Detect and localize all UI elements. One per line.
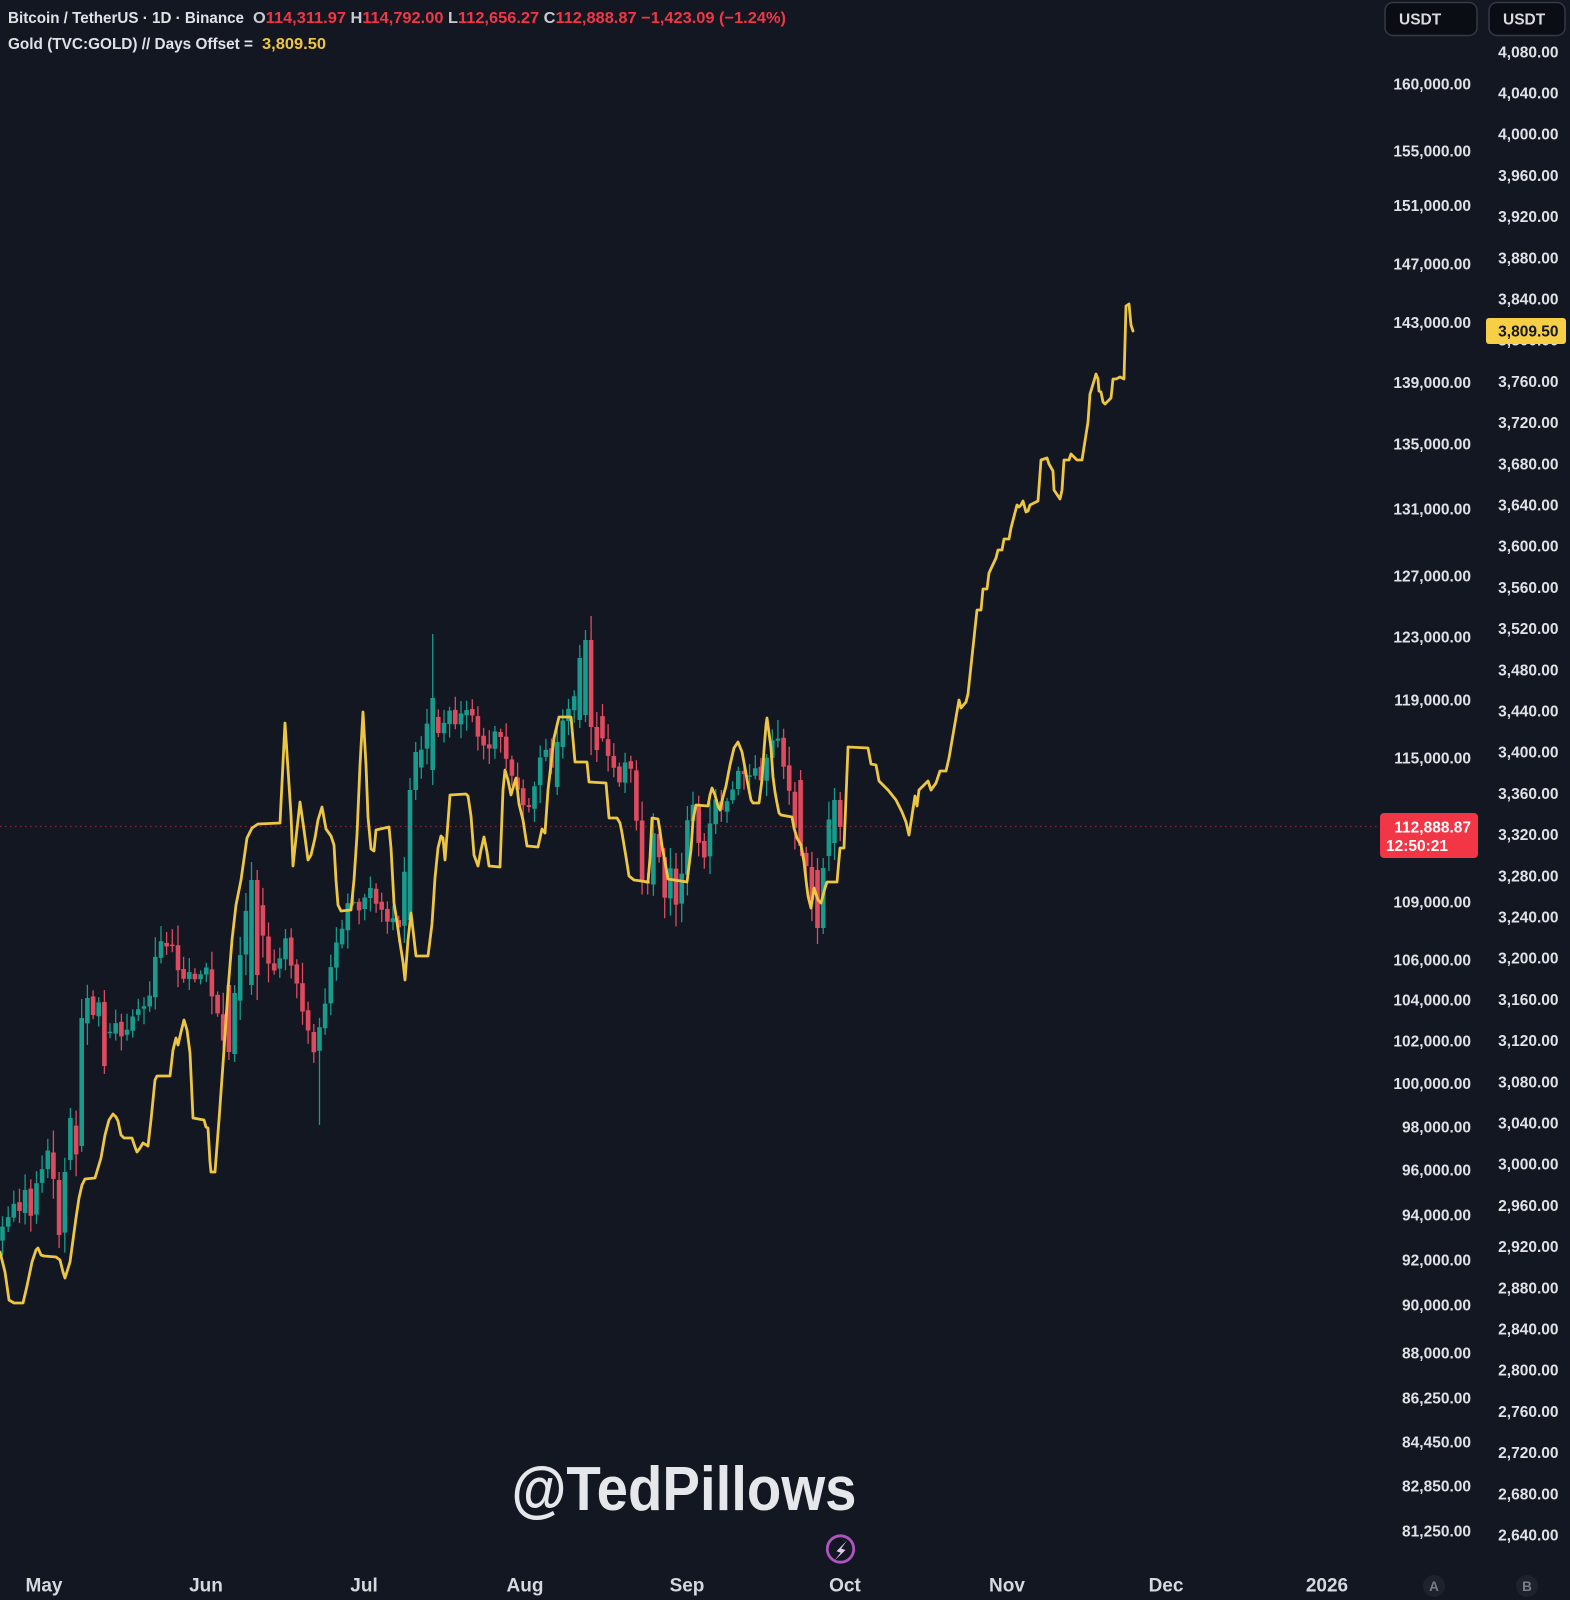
svg-text:Gold (TVC:GOLD) // Days Offset: Gold (TVC:GOLD) // Days Offset = (8, 36, 253, 53)
svg-text:3,720.00: 3,720.00 (1498, 415, 1558, 432)
svg-text:4,000.00: 4,000.00 (1498, 127, 1558, 144)
svg-text:3,080.00: 3,080.00 (1498, 1074, 1558, 1091)
svg-text:@TedPillows: @TedPillows (512, 1455, 857, 1524)
svg-text:3,809.50: 3,809.50 (1498, 324, 1558, 341)
svg-text:3,840.00: 3,840.00 (1498, 292, 1558, 309)
svg-text:123,000.00: 123,000.00 (1393, 630, 1471, 647)
svg-text:104,000.00: 104,000.00 (1393, 993, 1471, 1010)
svg-text:3,960.00: 3,960.00 (1498, 168, 1558, 185)
svg-text:3,000.00: 3,000.00 (1498, 1157, 1558, 1174)
svg-text:3,160.00: 3,160.00 (1498, 992, 1558, 1009)
svg-text:147,000.00: 147,000.00 (1393, 257, 1471, 274)
svg-text:135,000.00: 135,000.00 (1393, 437, 1471, 454)
svg-text:2,920.00: 2,920.00 (1498, 1239, 1558, 1256)
svg-text:2,880.00: 2,880.00 (1498, 1280, 1558, 1297)
svg-text:127,000.00: 127,000.00 (1393, 569, 1471, 586)
svg-text:3,440.00: 3,440.00 (1498, 704, 1558, 721)
svg-text:3,600.00: 3,600.00 (1498, 539, 1558, 556)
svg-text:A: A (1429, 1579, 1439, 1594)
svg-text:Nov: Nov (989, 1576, 1025, 1597)
svg-text:151,000.00: 151,000.00 (1393, 198, 1471, 215)
svg-text:3,200.00: 3,200.00 (1498, 951, 1558, 968)
svg-text:3,920.00: 3,920.00 (1498, 209, 1558, 226)
svg-text:139,000.00: 139,000.00 (1393, 375, 1471, 392)
svg-text:98,000.00: 98,000.00 (1402, 1120, 1471, 1137)
svg-text:2026: 2026 (1306, 1576, 1348, 1597)
svg-text:90,000.00: 90,000.00 (1402, 1298, 1471, 1315)
svg-text:3,560.00: 3,560.00 (1498, 580, 1558, 597)
svg-text:102,000.00: 102,000.00 (1393, 1034, 1471, 1051)
svg-text:115,000.00: 115,000.00 (1394, 751, 1471, 768)
svg-text:3,400.00: 3,400.00 (1498, 745, 1558, 762)
svg-text:2,640.00: 2,640.00 (1498, 1528, 1558, 1545)
svg-text:Oct: Oct (829, 1576, 861, 1597)
svg-text:131,000.00: 131,000.00 (1393, 502, 1471, 519)
svg-text:3,040.00: 3,040.00 (1498, 1116, 1558, 1133)
svg-text:119,000.00: 119,000.00 (1394, 693, 1471, 710)
svg-text:84,450.00: 84,450.00 (1402, 1435, 1471, 1452)
svg-text:160,000.00: 160,000.00 (1393, 77, 1471, 94)
svg-text:143,000.00: 143,000.00 (1393, 315, 1471, 332)
svg-text:94,000.00: 94,000.00 (1402, 1208, 1471, 1225)
svg-text:4,080.00: 4,080.00 (1498, 44, 1558, 61)
svg-text:Sep: Sep (670, 1576, 705, 1597)
svg-text:2,680.00: 2,680.00 (1498, 1486, 1558, 1503)
svg-text:155,000.00: 155,000.00 (1393, 144, 1471, 161)
svg-text:81,250.00: 81,250.00 (1402, 1524, 1471, 1541)
svg-text:106,000.00: 106,000.00 (1393, 953, 1471, 970)
svg-text:2,760.00: 2,760.00 (1498, 1404, 1558, 1421)
svg-text:12:50:21: 12:50:21 (1386, 838, 1448, 855)
svg-text:4,040.00: 4,040.00 (1498, 86, 1558, 103)
svg-text:3,809.50: 3,809.50 (262, 36, 326, 53)
svg-text:May: May (26, 1576, 63, 1597)
svg-text:3,520.00: 3,520.00 (1498, 621, 1558, 638)
svg-text:3,640.00: 3,640.00 (1498, 498, 1558, 515)
svg-text:100,000.00: 100,000.00 (1393, 1076, 1471, 1093)
svg-text:O114,311.97 H114,792.00 L112,6: O114,311.97 H114,792.00 L112,656.27 C112… (253, 10, 786, 27)
svg-text:3,360.00: 3,360.00 (1498, 786, 1558, 803)
svg-text:3,880.00: 3,880.00 (1498, 250, 1558, 267)
svg-text:3,240.00: 3,240.00 (1498, 910, 1558, 927)
svg-text:109,000.00: 109,000.00 (1393, 895, 1471, 912)
svg-text:USDT: USDT (1399, 12, 1442, 29)
svg-text:Dec: Dec (1149, 1576, 1184, 1597)
svg-text:3,280.00: 3,280.00 (1498, 868, 1558, 885)
svg-text:92,000.00: 92,000.00 (1402, 1253, 1471, 1270)
svg-text:3,320.00: 3,320.00 (1498, 827, 1558, 844)
svg-text:3,680.00: 3,680.00 (1498, 456, 1558, 473)
svg-text:3,480.00: 3,480.00 (1498, 662, 1558, 679)
svg-text:2,840.00: 2,840.00 (1498, 1322, 1558, 1339)
svg-text:Bitcoin / TetherUS · 1D · Bina: Bitcoin / TetherUS · 1D · Binance (8, 10, 244, 27)
svg-text:Jul: Jul (350, 1576, 377, 1597)
svg-text:82,850.00: 82,850.00 (1402, 1479, 1471, 1496)
svg-text:2,960.00: 2,960.00 (1498, 1198, 1558, 1215)
svg-text:Aug: Aug (507, 1576, 544, 1597)
svg-text:2,800.00: 2,800.00 (1498, 1363, 1558, 1380)
svg-text:86,250.00: 86,250.00 (1402, 1391, 1471, 1408)
svg-text:Jun: Jun (189, 1576, 223, 1597)
svg-text:3,120.00: 3,120.00 (1498, 1033, 1558, 1050)
svg-text:112,888.87: 112,888.87 (1394, 819, 1471, 836)
svg-text:96,000.00: 96,000.00 (1402, 1163, 1471, 1180)
svg-text:B: B (1522, 1579, 1532, 1594)
svg-text:3,760.00: 3,760.00 (1498, 374, 1558, 391)
svg-text:88,000.00: 88,000.00 (1402, 1346, 1471, 1363)
svg-text:2,720.00: 2,720.00 (1498, 1445, 1558, 1462)
svg-text:USDT: USDT (1503, 12, 1546, 29)
